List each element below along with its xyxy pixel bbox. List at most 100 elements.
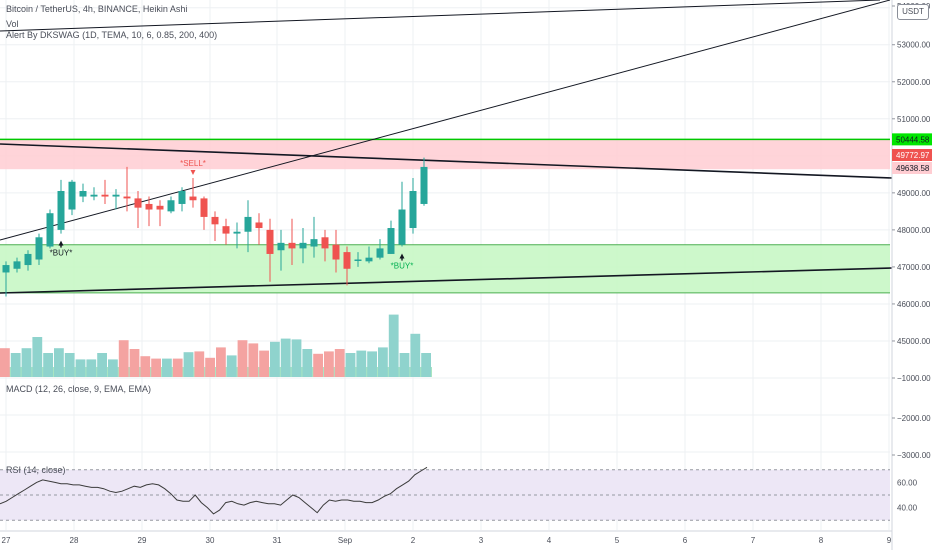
candle-body (420, 166, 428, 204)
candle-body (90, 194, 98, 197)
candle-body (409, 191, 417, 229)
volume-bar (172, 358, 183, 377)
volume-bar (64, 353, 75, 377)
volume-bar (75, 359, 86, 377)
time-tick-label: 5 (615, 536, 620, 545)
price-tick-label: 47000.00 (897, 263, 931, 272)
volume-bar (205, 357, 215, 377)
signal-markers: *SELL* *BUY* *BUY* (50, 159, 414, 271)
volume-bar (356, 350, 367, 377)
price-tick-label: −1000.00 (897, 374, 931, 383)
upper-trend-line (0, 0, 881, 32)
rsi-label[interactable]: RSI (14, close) (6, 465, 66, 475)
candle-body (134, 198, 142, 208)
resistance-trend-line (0, 143, 893, 179)
volume-bars (0, 314, 432, 377)
time-tick-label: 2 (411, 536, 416, 545)
volume-bar (86, 359, 97, 377)
candle-body (167, 200, 175, 212)
volume-bar (118, 340, 129, 377)
volume-bar (388, 314, 399, 377)
candle-body (365, 257, 373, 262)
support-trend-line (0, 267, 893, 294)
time-tick-label: 8 (819, 536, 824, 545)
volume-bar (248, 343, 259, 377)
price-tick-label: 46000.00 (897, 300, 931, 309)
time-tick-label: 7 (751, 536, 756, 545)
price-tick-label: 53000.00 (897, 41, 931, 50)
candle-body (266, 229, 274, 254)
candle-body (222, 226, 230, 234)
volume-bar (97, 353, 107, 377)
candle-body (46, 213, 54, 247)
volume-bar (140, 356, 151, 377)
volume-bar (0, 348, 10, 377)
volume-bar (367, 351, 377, 377)
volume-bar (108, 359, 118, 377)
currency-button[interactable]: USDT (897, 4, 929, 20)
price-label-box (892, 149, 932, 161)
volume-bar (129, 349, 140, 377)
buy-signal-label: *BUY* (391, 262, 414, 271)
candle-body (211, 216, 219, 225)
candle-body (332, 244, 340, 260)
volume-bar (313, 353, 323, 377)
time-tick-label: 27 (2, 536, 11, 545)
candle-body (189, 196, 197, 201)
rsi-line (0, 466, 428, 515)
rsi-tick-label: 40.00 (897, 504, 918, 513)
rsi-tick-label: 60.00 (897, 478, 918, 487)
volume-bar (345, 353, 356, 377)
time-tick-label: 4 (547, 536, 552, 545)
trend-lines (0, 0, 893, 294)
price-tick-label: −2000.00 (897, 414, 931, 423)
candle-body (277, 242, 285, 251)
candle-body (255, 222, 263, 229)
volume-bar (410, 333, 421, 377)
resistance-zone (0, 139, 890, 170)
candle-body (398, 209, 406, 245)
volume-bar (378, 347, 388, 377)
candle-body (376, 248, 384, 258)
volume-bar (32, 337, 43, 377)
price-tick-label: 49000.00 (897, 189, 931, 198)
buy-signal-label: *BUY* (50, 249, 73, 258)
candle-body (354, 259, 362, 262)
price-label-text: 50444.58 (896, 135, 930, 144)
candle-body (233, 231, 241, 234)
time-tick-label: 28 (70, 536, 79, 545)
volume-bar (324, 351, 334, 377)
volume-bar (151, 358, 161, 377)
sell-signal-label: *SELL* (180, 159, 206, 168)
candle-body (387, 228, 395, 254)
time-tick-label: 3 (479, 536, 484, 545)
price-tick-label: 45000.00 (897, 337, 931, 346)
price-tick-label: −3000.00 (897, 451, 931, 460)
alert-indicator-label[interactable]: Alert By DKSWAG (1D, TEMA, 10, 6, 0.85, … (6, 30, 218, 40)
volume-bar (10, 353, 21, 377)
macd-label[interactable]: MACD (12, 26, close, 9, EMA, EMA) (6, 384, 152, 394)
volume-bar (216, 347, 226, 377)
support-zone (0, 244, 890, 293)
candle-body (79, 191, 87, 197)
buy-arrow-stem (401, 257, 403, 261)
candle-body (123, 196, 131, 199)
candle-body (321, 237, 329, 249)
candle-body (343, 252, 351, 269)
volume-bar (194, 351, 205, 377)
price-tick-label: 52000.00 (897, 78, 931, 87)
buy-arrow-icon (58, 240, 64, 246)
price-zones (0, 138, 890, 294)
time-tick-label: 30 (206, 536, 215, 545)
candle-body (2, 265, 10, 273)
candle-body (310, 239, 318, 247)
time-tick-label: 29 (138, 536, 147, 545)
candle-body (101, 194, 109, 197)
volume-bar (43, 353, 53, 377)
time-tick-label: 9 (887, 536, 892, 545)
volume-bar (162, 358, 172, 377)
candle-body (68, 181, 76, 210)
candle-body (178, 191, 186, 204)
candle-body (145, 203, 153, 210)
